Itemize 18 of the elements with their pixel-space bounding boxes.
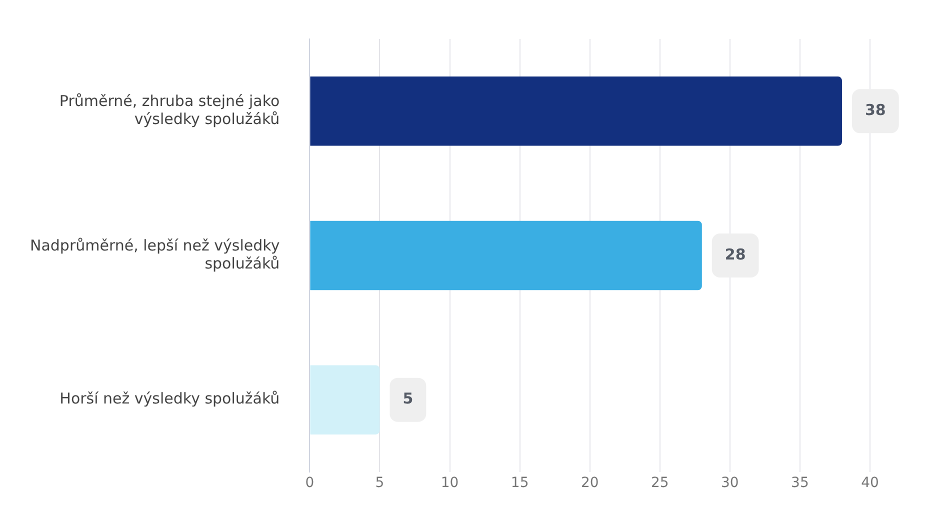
bar [310,365,380,434]
x-tick-label: 20 [580,475,599,492]
x-tick-label: 30 [721,475,739,492]
x-tick-label: 5 [375,475,384,492]
data-label: 28 [724,245,746,264]
data-label: 5 [402,390,414,408]
x-tick-label: 35 [791,475,809,492]
bar [310,76,842,146]
x-tick-label: 40 [861,475,879,492]
x-tick-label: 25 [650,475,669,492]
y-tick-label: Horší než výsledky spolužáků [60,390,280,408]
x-tick-label: 15 [510,475,529,492]
x-tick-label: 10 [440,475,459,492]
data-label: 38 [864,101,886,120]
x-tick-label: 0 [305,475,314,492]
y-tick-label: Průměrné, zhruba stejné jako výsledky spolužáků [59,92,280,128]
bar [310,220,702,290]
y-tick-label: Nadprůměrné, lepší než výsledky spolužáků [30,236,280,272]
